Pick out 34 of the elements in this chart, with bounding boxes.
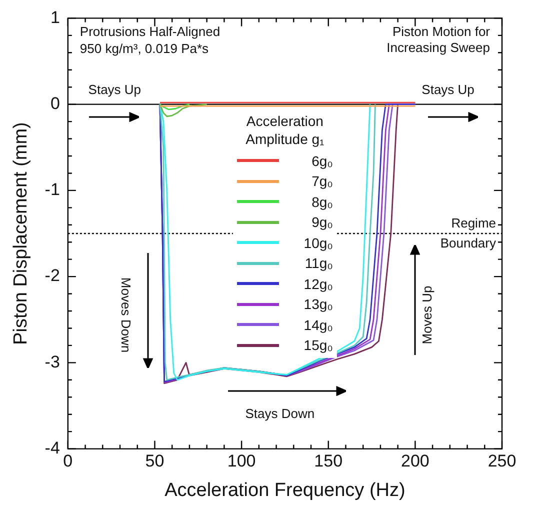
x-axis-title: Acceleration Frequency (Hz) [164, 480, 406, 501]
annotation: Moves Up [419, 286, 436, 345]
annotation: 950 kg/m³, 0.019 Pa*s [80, 41, 209, 58]
x-tick-label: 100 [227, 452, 256, 471]
legend-label: 12g₀ [304, 276, 333, 292]
x-tick-label: 0 [63, 452, 73, 471]
legend-label: 10g₀ [304, 234, 333, 251]
legend-title: Acceleration Amplitude g₁ [244, 112, 326, 148]
annotation: Stays Up [88, 82, 142, 98]
x-tick-label: 250 [488, 452, 516, 471]
y-tick-label: 1 [50, 8, 60, 27]
legend-label: 13g₀ [304, 296, 333, 312]
y-axis-title: Piston Displacement (mm) [10, 122, 32, 345]
annotation: Stays Up [422, 82, 474, 98]
y-tick-label: -4 [44, 438, 60, 458]
x-tick-label: 150 [314, 452, 343, 471]
annotation: Protrusions Half-Aligned [80, 24, 220, 40]
legend-label: 15g₀ [304, 337, 333, 354]
legend-label: 8g₀ [312, 194, 333, 210]
annotation: Moves Down [117, 278, 134, 353]
y-tick-label: -3 [44, 352, 60, 372]
x-tick-label: 200 [400, 452, 430, 471]
annotation: Stays Down [245, 406, 315, 422]
y-tick-label: 0 [50, 94, 60, 114]
ref-line-label: Regime Boundary [440, 216, 496, 251]
legend-label: 6g₀ [312, 152, 333, 169]
legend-label: 9g₀ [312, 214, 333, 230]
x-tick-label: 50 [145, 452, 164, 471]
legend-label: 7g₀ [312, 173, 333, 190]
y-tick-label: -2 [44, 266, 60, 286]
annotation: Piston Motion for Increasing Sweep [386, 24, 490, 56]
y-tick-label: -1 [44, 180, 60, 200]
legend-label: 14g₀ [304, 316, 333, 333]
legend-label: 11g₀ [304, 255, 333, 272]
